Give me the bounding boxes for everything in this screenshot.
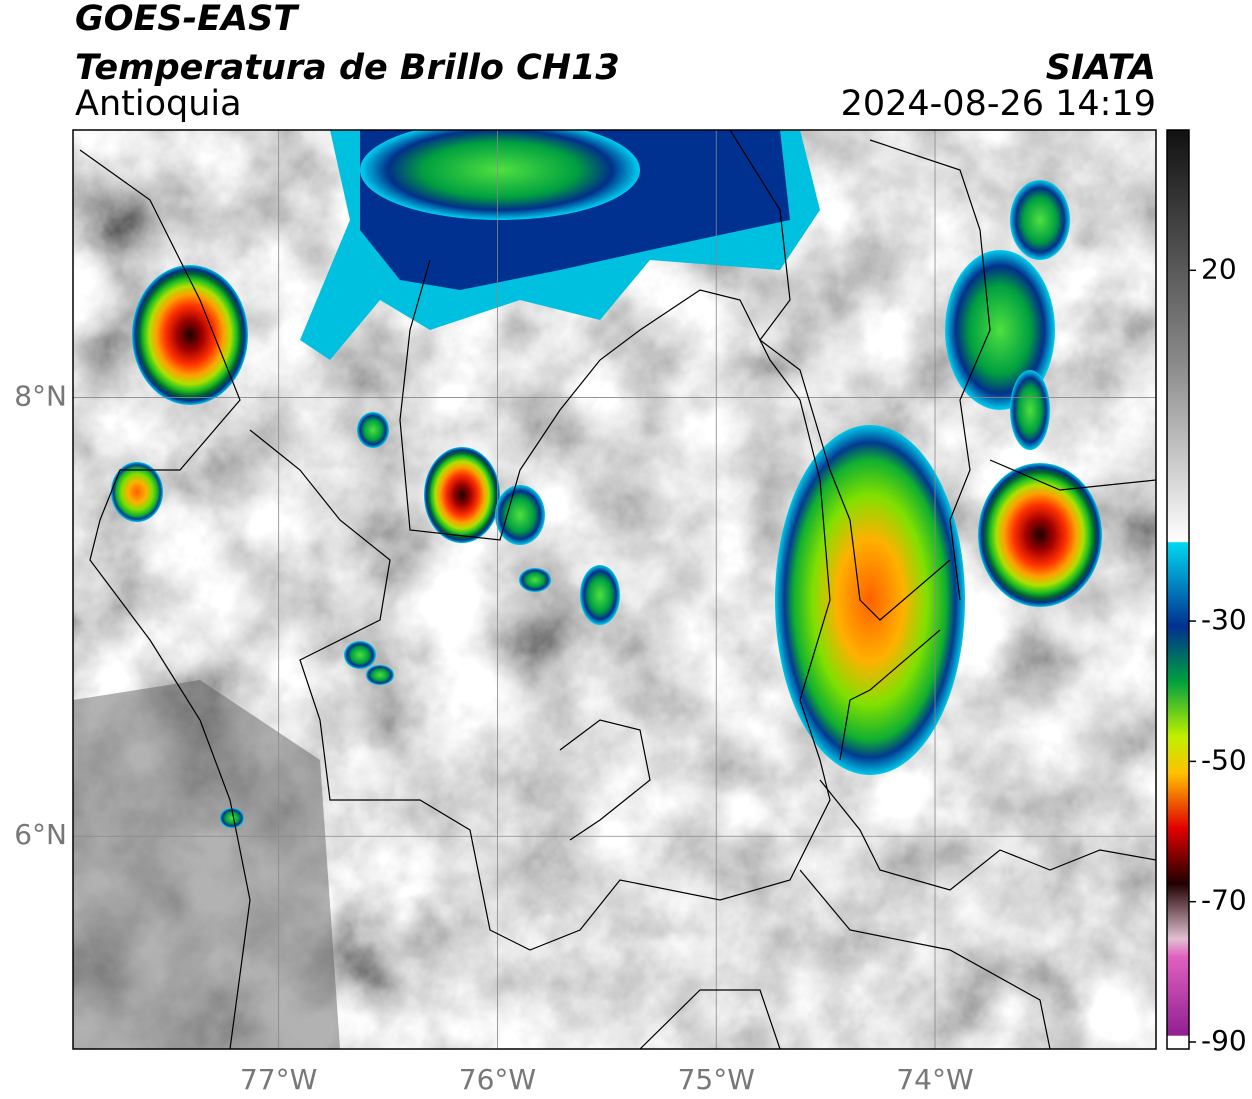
storm-cell [1010, 370, 1050, 450]
storm-cell [424, 447, 500, 543]
border [79, 149, 251, 1049]
dark-region [73, 680, 340, 1049]
storm-cell [344, 641, 376, 669]
storm-cell [775, 425, 965, 775]
title: GOES-EAST [75, 0, 300, 39]
x-tick-label: 76°W [459, 1063, 536, 1096]
storm-cell [1010, 180, 1070, 260]
storm-cell [366, 665, 394, 685]
graticule [73, 130, 1156, 1049]
storm-cell [580, 565, 620, 625]
region: Antioquia [75, 84, 242, 124]
y-tick-label: 6°N [14, 818, 67, 851]
border [729, 130, 1156, 891]
storm-cell [978, 463, 1102, 607]
storm-cell [495, 485, 545, 545]
x-tick-label: 77°W [240, 1063, 317, 1096]
colorbar-tick-label: 20 [1201, 252, 1237, 285]
cloud-band [360, 130, 640, 220]
storm-cell [111, 462, 163, 522]
storm-cell [220, 808, 244, 828]
colorbar-tick-label: -30 [1201, 603, 1247, 636]
subtitle: Temperatura de Brillo CH13 [75, 48, 620, 88]
border [869, 139, 1156, 601]
colorbar-tick-label: -70 [1201, 884, 1247, 917]
colorbar [1166, 129, 1190, 1050]
colorbar-tick-label: -50 [1201, 743, 1247, 776]
y-tick-label: 8°N [14, 380, 67, 413]
x-tick-label: 74°W [896, 1063, 973, 1096]
colorbar-tick-label: -90 [1201, 1024, 1247, 1057]
border [249, 259, 831, 951]
storm-cell [519, 568, 551, 592]
x-tick-label: 75°W [678, 1063, 755, 1096]
map-frame [72, 129, 1157, 1050]
storm-cell [132, 265, 248, 405]
source: SIATA [1046, 48, 1156, 88]
map-image [73, 130, 1156, 1049]
storm-cell [357, 412, 389, 448]
border [559, 719, 1051, 1049]
datetime: 2024-08-26 14:19 [841, 84, 1156, 124]
